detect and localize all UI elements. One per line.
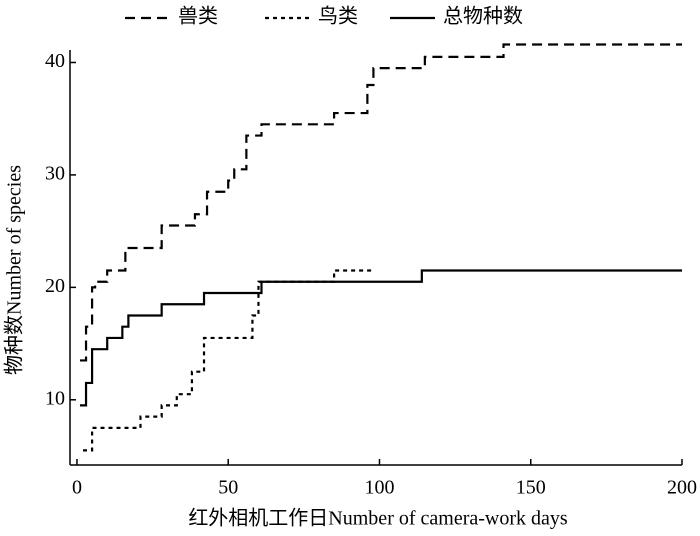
legend-label: 鸟类: [318, 5, 358, 28]
series-line: [79, 43, 682, 362]
x-axis-label: 红外相机工作日Number of camera-work days: [188, 507, 568, 530]
x-tick-label: 0: [72, 477, 82, 499]
x-tick-label: 50: [218, 477, 238, 499]
y-tick-label: 40: [45, 50, 65, 72]
series-line: [79, 269, 682, 407]
x-tick-label: 150: [516, 477, 546, 499]
legend-label: 总物种数: [443, 5, 523, 28]
y-tick-label: 30: [45, 163, 65, 185]
y-axis-label: 物种数Number of species: [3, 165, 26, 375]
legend-label: 兽类: [178, 5, 218, 28]
x-tick-label: 200: [667, 477, 697, 499]
y-tick-label: 20: [45, 275, 65, 297]
x-tick-label: 100: [364, 477, 394, 499]
series-line: [83, 269, 374, 452]
y-tick-label: 10: [45, 387, 65, 409]
